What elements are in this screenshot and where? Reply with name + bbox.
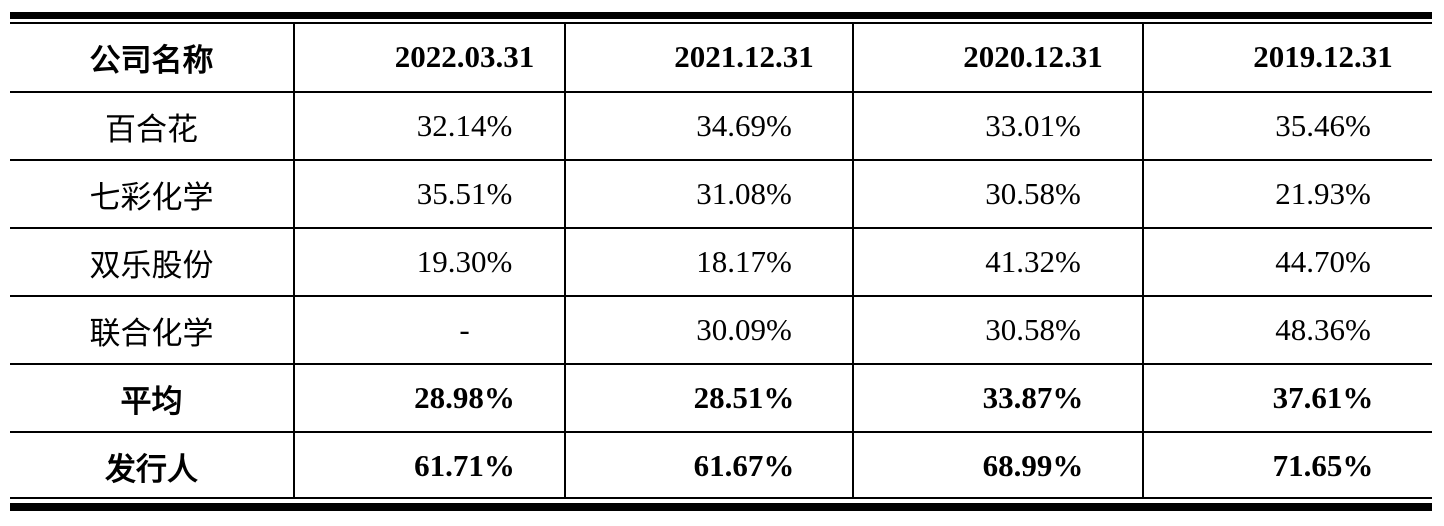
cell: 44.70% [1142,228,1432,297]
cell: 41.32% [852,228,1143,297]
cell: 18.17% [564,228,853,297]
table-row: 双乐股份 19.30% 18.17% 41.32% 44.70% [10,228,1432,297]
cell: 61.71% [293,432,565,499]
table-row: 百合花 32.14% 34.69% 33.01% 35.46% [10,92,1432,161]
table-row: 公司名称 2022.03.31 2021.12.31 2020.12.31 2019.1… [10,23,1432,93]
cell: 48.36% [1142,296,1432,365]
cell: 28.51% [564,364,853,433]
cell: 35.51% [293,160,565,229]
row-label: 平均 [10,364,294,433]
cell: - [293,296,565,365]
cell: 61.67% [564,432,853,499]
top-thick-rule [10,12,1432,19]
row-label: 公司名称 [10,23,294,93]
row-label: 双乐股份 [10,228,294,297]
row-label: 七彩化学 [10,160,294,229]
table-row: 平均 28.98% 28.51% 33.87% 37.61% [10,364,1432,433]
row-label: 发行人 [105,451,198,487]
cell: 2021.12.31 [564,23,853,93]
cell: 31.08% [564,160,853,229]
row-label: 百合花 [10,92,294,161]
cell: 37.61% [1142,364,1432,433]
cell: 2022.03.31 [293,23,565,93]
bottom-thin-rule [10,497,1432,499]
cell: 2019.12.31 [1142,23,1432,93]
cell: 30.58% [852,296,1143,365]
cell: 19.30% [293,228,565,297]
row-label: 联合化学 [10,296,294,365]
bottom-thick-rule [10,503,1432,511]
cell: 35.46% [1142,92,1432,161]
table-row: 发行人 61.71% 61.67% 68.99% 71.65% [10,432,1432,499]
cell: 33.01% [852,92,1143,161]
cell: 30.58% [852,160,1143,229]
cell: 28.98% [293,364,565,433]
cell: 33.87% [852,364,1143,433]
cell: 2020.12.31 [852,23,1143,93]
table-row: 联合化学 -30.09% 30.58% 48.36% [10,296,1432,365]
cell: 68.99% [852,432,1143,499]
cell: 34.69% [564,92,853,161]
cell: 71.65% [1142,432,1432,499]
cell: 32.14% [293,92,565,161]
cell: 21.93% [1142,160,1432,229]
cell: 30.09% [564,296,853,365]
table-row: 七彩化学 35.51% 31.08% 30.58% 21.93% [10,160,1432,229]
table: 公司名称 2022.03.31 2021.12.31 2020.12.31 2019.1… [10,23,1432,499]
